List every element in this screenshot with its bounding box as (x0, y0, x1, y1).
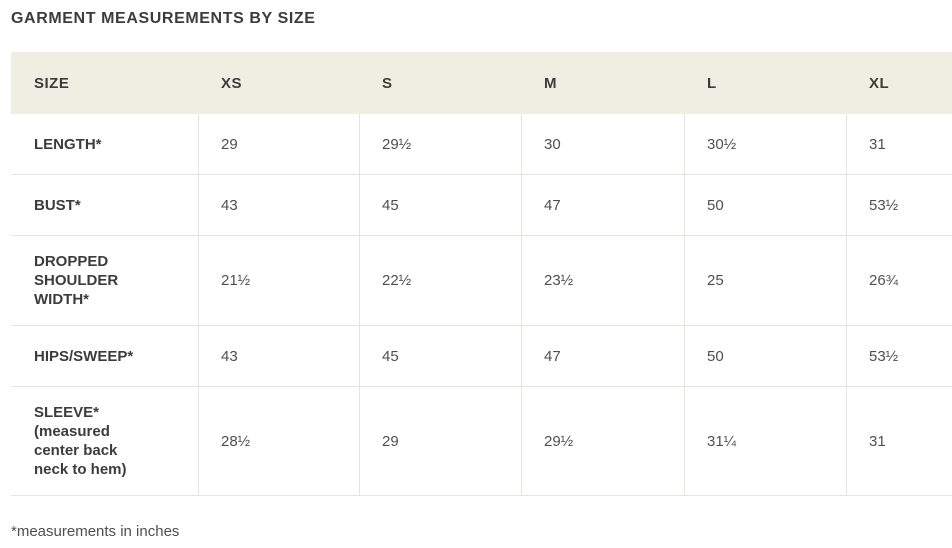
measurement-cell-m: 29½ (521, 387, 684, 496)
row-label: HIPS/SWEEP* (11, 326, 198, 387)
row-label-text: LENGTH* (34, 135, 102, 153)
measurement-cell-s: 29½ (359, 114, 521, 175)
measurement-cell-l: 30½ (684, 114, 846, 175)
row-label-text: DROPPED SHOULDER WIDTH* (34, 253, 119, 308)
measurement-cell-s: 45 (359, 175, 521, 236)
table-row: BUST* 43 45 47 50 53½ (11, 175, 952, 236)
row-label-text: HIPS/SWEEP* (34, 347, 134, 365)
measurement-cell-s: 22½ (359, 236, 521, 326)
measurement-cell-xs: 43 (198, 175, 359, 236)
column-header-xs: XS (198, 52, 359, 114)
measurement-cell-l: 50 (684, 175, 846, 236)
row-label-text: BUST* (34, 196, 81, 214)
measurement-cell-s: 29 (359, 387, 521, 496)
table-header: SIZE XS S M L XL (11, 52, 952, 114)
measurement-cell-xs: 29 (198, 114, 359, 175)
measurements-footnote: *measurements in inches (11, 523, 180, 540)
measurement-cell-m: 23½ (521, 236, 684, 326)
measurement-cell-xl: 26¾ (846, 236, 952, 326)
measurement-cell-l: 25 (684, 236, 846, 326)
garment-measurements-table: SIZE XS S M L XL LENGTH* 29 29½ 30 30½ 31 BUST* 43 45… (11, 52, 952, 496)
measurement-cell-xl: 31 (846, 387, 952, 496)
measurement-cell-s: 45 (359, 326, 521, 387)
column-header-s: S (359, 52, 521, 114)
measurement-cell-m: 30 (521, 114, 684, 175)
page-title: GARMENT MEASUREMENTS BY SIZE (11, 10, 316, 27)
row-label: DROPPED SHOULDER WIDTH* (11, 236, 198, 326)
row-label: LENGTH* (11, 114, 198, 175)
row-label: BUST* (11, 175, 198, 236)
measurement-cell-xs: 21½ (198, 236, 359, 326)
measurement-cell-xs: 28½ (198, 387, 359, 496)
table-row: DROPPED SHOULDER WIDTH* 21½ 22½ 23½ 25 26¾ (11, 236, 952, 326)
measurement-cell-xl: 31 (846, 114, 952, 175)
table-row: HIPS/SWEEP* 43 45 47 50 53½ (11, 326, 952, 387)
measurement-cell-m: 47 (521, 326, 684, 387)
measurement-cell-xl: 53½ (846, 175, 952, 236)
measurement-cell-m: 47 (521, 175, 684, 236)
size-table-wrapper: SIZE XS S M L XL LENGTH* 29 29½ 30 30½ 31 BUST* 43 45… (11, 52, 952, 496)
table-row: LENGTH* 29 29½ 30 30½ 31 (11, 114, 952, 175)
measurement-cell-xs: 43 (198, 326, 359, 387)
row-label-text: SLEEVE* (measured center back neck to he… (34, 404, 127, 478)
column-header-l: L (684, 52, 846, 114)
column-header-m: M (521, 52, 684, 114)
measurement-cell-l: 31¼ (684, 387, 846, 496)
measurement-cell-xl: 53½ (846, 326, 952, 387)
row-label: SLEEVE* (measured center back neck to he… (11, 387, 198, 496)
table-header-row: SIZE XS S M L XL (11, 52, 952, 114)
table-row: SLEEVE* (measured center back neck to he… (11, 387, 952, 496)
measurement-cell-l: 50 (684, 326, 846, 387)
column-header-size: SIZE (11, 52, 198, 114)
column-header-xl: XL (846, 52, 952, 114)
table-body: LENGTH* 29 29½ 30 30½ 31 BUST* 43 45 47 50 53½ DROPP… (11, 114, 952, 496)
